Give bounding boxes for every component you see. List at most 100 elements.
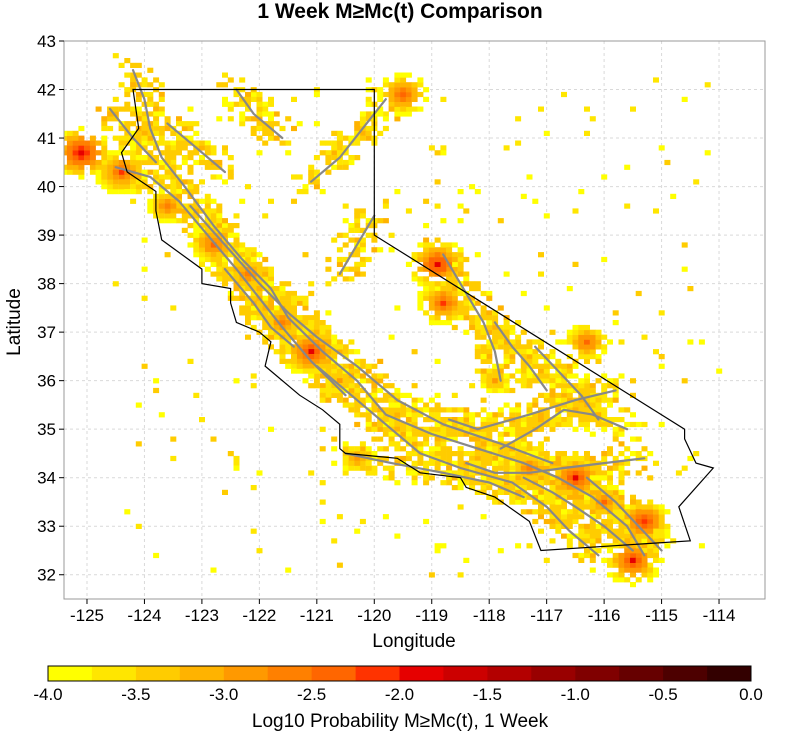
probability-cell (64, 169, 68, 175)
probability-cell (480, 397, 487, 403)
probability-cell (526, 383, 533, 389)
probability-cell (153, 111, 160, 117)
probability-cell (520, 329, 527, 335)
probability-cell (549, 455, 556, 462)
colorbar-segment (443, 666, 488, 681)
colorbar-segment (91, 666, 137, 681)
probability-cell (578, 402, 585, 408)
probability-cell (612, 460, 619, 466)
probability-cell (222, 247, 228, 253)
probability-cell (147, 91, 154, 98)
probability-cell (66, 135, 73, 141)
probability-cell (440, 436, 447, 442)
probability-cell (584, 130, 590, 136)
probability-cell (532, 402, 539, 408)
probability-cell (630, 538, 636, 544)
probability-cell (313, 339, 320, 345)
probability-cell (607, 533, 613, 539)
probability-cell (624, 552, 631, 559)
probability-cell (199, 252, 205, 258)
probability-cell (382, 446, 389, 452)
probability-cell (216, 218, 223, 224)
probability-cell (630, 436, 636, 442)
probability-cell (170, 159, 177, 166)
probability-cell (589, 489, 596, 495)
probability-cell (95, 106, 102, 112)
probability-cell (497, 218, 504, 224)
probability-cell (434, 441, 441, 447)
probability-cell (308, 373, 315, 379)
probability-cell (164, 145, 171, 151)
probability-cell (256, 271, 263, 277)
probability-cell (509, 431, 516, 437)
probability-cell (256, 261, 263, 267)
probability-cell (118, 184, 125, 190)
probability-cell (348, 339, 355, 345)
probability-cell (624, 509, 631, 515)
probability-cell (394, 72, 401, 78)
probability-cell (538, 368, 544, 374)
probability-cell (199, 227, 205, 233)
probability-cell (497, 412, 504, 418)
probability-cell (572, 480, 579, 486)
probability-cell (486, 451, 493, 457)
probability-cell (457, 300, 464, 306)
probability-cell (354, 387, 361, 394)
probability-cell (503, 485, 510, 491)
probability-cell (578, 552, 585, 559)
probability-cell (417, 242, 424, 248)
probability-cell (572, 261, 579, 267)
probability-cell (354, 446, 361, 452)
probability-cell (216, 256, 223, 263)
probability-cell (451, 324, 458, 331)
probability-cell (457, 256, 464, 263)
probability-cell (451, 421, 458, 428)
probability-cell (428, 475, 435, 481)
probability-cell (612, 431, 619, 437)
probability-cell (549, 523, 556, 529)
probability-cell (210, 237, 217, 243)
probability-cell (612, 494, 619, 500)
probability-cell (451, 281, 458, 287)
probability-cell (296, 334, 303, 340)
probability-cell (561, 460, 567, 466)
fault-trace (108, 107, 157, 164)
probability-cell (302, 320, 309, 326)
probability-cell (394, 106, 401, 112)
probability-cell (578, 324, 585, 331)
probability-cell (474, 281, 481, 287)
x-tick-label: -117 (530, 606, 563, 625)
x-tick-label: -123 (185, 606, 219, 625)
probability-cell (176, 145, 182, 151)
probability-cell (566, 533, 573, 539)
probability-cell (130, 72, 137, 78)
probability-cell (227, 106, 234, 112)
probability-cell (107, 116, 114, 122)
probability-cell (440, 460, 447, 466)
probability-cell (250, 373, 257, 379)
probability-cell (486, 320, 493, 326)
probability-cell (538, 470, 544, 476)
probability-cell (618, 465, 625, 471)
probability-cell (635, 421, 642, 428)
probability-cell (394, 111, 401, 117)
probability-cell (474, 344, 481, 350)
probability-cell (543, 465, 550, 471)
probability-cell (428, 407, 435, 413)
probability-cell (313, 354, 320, 360)
probability-cell (457, 446, 464, 452)
probability-cell (377, 426, 384, 432)
probability-cell (584, 417, 590, 423)
probability-cell (607, 548, 613, 554)
probability-cell (630, 106, 636, 112)
probability-cell (457, 417, 464, 423)
probability-cell (601, 256, 608, 263)
probability-cell (130, 164, 137, 170)
probability-cell (480, 475, 487, 481)
probability-cell (210, 242, 217, 248)
probability-cell (359, 358, 366, 364)
probability-cell (222, 271, 228, 277)
probability-cell (170, 189, 177, 195)
probability-cell (147, 184, 154, 190)
probability-cell (101, 159, 108, 166)
